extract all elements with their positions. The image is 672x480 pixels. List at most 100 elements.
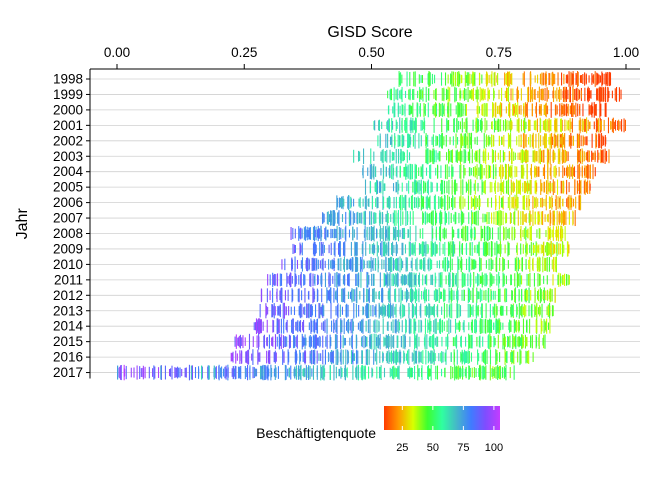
heat-mark <box>299 320 301 332</box>
heat-mark <box>380 242 382 256</box>
heat-mark <box>566 241 569 257</box>
heat-mark <box>495 366 497 379</box>
heat-mark <box>429 336 431 348</box>
heat-mark <box>408 197 410 208</box>
heat-mark <box>520 243 522 255</box>
heat-mark <box>526 289 528 301</box>
heat-mark <box>302 337 304 346</box>
heat-mark <box>409 272 411 288</box>
heat-mark <box>520 225 522 242</box>
heat-mark <box>374 182 376 192</box>
heat-mark <box>542 256 544 273</box>
heat-mark <box>397 257 399 272</box>
heat-mark <box>285 365 287 380</box>
heat-mark <box>465 351 467 363</box>
heat-mark <box>485 273 487 287</box>
heat-mark <box>451 150 453 163</box>
heat-mark <box>410 260 412 269</box>
heat-mark <box>529 86 532 103</box>
heat-mark <box>371 333 373 350</box>
heat-mark <box>313 320 315 332</box>
heat-mark <box>567 196 569 209</box>
heat-mark <box>424 181 426 193</box>
heat-mark <box>603 73 605 85</box>
heat-mark <box>308 322 310 331</box>
heat-mark <box>554 90 556 99</box>
heat-mark <box>292 318 294 334</box>
heat-mark <box>484 117 486 133</box>
heat-mark <box>549 289 551 302</box>
outlier-mark <box>117 365 119 380</box>
heat-mark <box>359 291 361 300</box>
heat-mark <box>417 364 419 381</box>
heat-mark <box>605 73 607 85</box>
heat-mark <box>374 319 376 333</box>
heat-mark <box>510 320 512 332</box>
heat-mark <box>491 227 494 240</box>
heat-mark <box>571 118 573 133</box>
heat-mark <box>499 288 501 303</box>
heat-mark <box>493 103 495 117</box>
heat-mark <box>454 87 456 102</box>
heat-mark <box>465 88 467 101</box>
heat-mark <box>365 242 367 256</box>
heat-mark <box>267 274 269 286</box>
heat-mark <box>409 104 411 116</box>
heat-mark <box>439 319 441 334</box>
heat-mark <box>408 306 410 315</box>
heat-mark <box>291 259 294 270</box>
heat-mark <box>497 322 499 330</box>
heat-mark <box>272 272 274 287</box>
heat-mark <box>387 90 389 99</box>
heat-mark <box>473 272 475 288</box>
heat-mark <box>441 306 443 315</box>
heat-mark <box>435 229 437 238</box>
heat-mark <box>267 351 270 363</box>
heat-mark <box>314 320 316 333</box>
heat-mark <box>487 152 489 161</box>
heat-mark <box>369 334 371 349</box>
heat-mark <box>430 150 432 163</box>
heat-mark <box>421 167 423 176</box>
heat-mark <box>516 306 518 315</box>
heat-mark <box>439 242 441 256</box>
heat-row-2008 <box>290 225 566 242</box>
heat-mark <box>526 350 529 364</box>
heat-mark <box>388 167 390 176</box>
heat-mark <box>368 198 370 207</box>
heat-mark <box>598 89 600 100</box>
heat-mark <box>329 210 332 226</box>
heat-mark <box>618 87 620 102</box>
heat-mark <box>554 199 557 207</box>
heat-mark <box>376 349 378 365</box>
heat-mark <box>382 318 384 335</box>
heat-mark <box>535 319 537 333</box>
heat-mark <box>335 306 337 316</box>
heat-mark <box>320 226 322 241</box>
heat-mark <box>526 180 528 194</box>
heat-mark <box>450 319 452 333</box>
heat-mark <box>274 306 276 316</box>
heat-mark <box>491 212 493 224</box>
heat-mark <box>491 368 493 377</box>
heat-mark <box>436 289 438 302</box>
heat-mark <box>448 196 450 209</box>
heat-mark <box>467 86 469 103</box>
heat-mark <box>522 211 524 225</box>
heat-mark <box>536 229 538 238</box>
heat-mark <box>401 74 403 84</box>
heat-mark <box>359 212 361 224</box>
heat-row-2005 <box>364 179 591 196</box>
heat-mark <box>513 349 515 365</box>
heat-mark <box>476 164 478 180</box>
heat-mark <box>500 210 502 226</box>
heat-mark <box>540 119 542 132</box>
heat-mark <box>450 287 452 303</box>
heat-mark <box>565 74 567 84</box>
heat-mark <box>488 90 490 99</box>
heat-mark <box>436 244 438 254</box>
heat-mark <box>460 136 462 145</box>
heat-mark <box>307 229 309 238</box>
heat-mark <box>396 274 398 285</box>
heat-mark <box>487 136 489 146</box>
